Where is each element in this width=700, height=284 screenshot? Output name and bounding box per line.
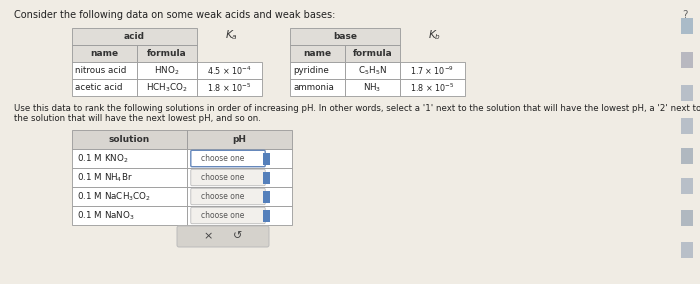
Bar: [290, 45, 345, 62]
Text: ammonia: ammonia: [293, 83, 334, 92]
Bar: [72, 130, 187, 149]
Text: name: name: [303, 49, 332, 58]
Bar: [681, 118, 693, 134]
Bar: [681, 242, 693, 258]
Text: 0.1 M KNO$_2$: 0.1 M KNO$_2$: [77, 152, 129, 165]
Bar: [187, 168, 292, 187]
Bar: [187, 187, 292, 206]
Text: choose one: choose one: [202, 211, 245, 220]
Text: NH$_3$: NH$_3$: [363, 81, 382, 94]
FancyBboxPatch shape: [191, 188, 265, 205]
Text: pyridine: pyridine: [293, 66, 329, 75]
Text: nitrous acid: nitrous acid: [75, 66, 127, 75]
Text: formula: formula: [353, 49, 393, 58]
Text: acetic acid: acetic acid: [75, 83, 122, 92]
FancyBboxPatch shape: [191, 169, 265, 186]
Text: 0.1 M NaCH$_3$CO$_2$: 0.1 M NaCH$_3$CO$_2$: [77, 190, 151, 203]
Text: acid: acid: [124, 32, 145, 41]
Text: choose one: choose one: [202, 173, 245, 182]
Text: HCH$_3$CO$_2$: HCH$_3$CO$_2$: [146, 81, 188, 94]
Text: 1.8 × 10$^{-5}$: 1.8 × 10$^{-5}$: [410, 81, 454, 94]
Bar: [681, 148, 693, 164]
Bar: [290, 79, 345, 96]
Bar: [197, 62, 262, 79]
Bar: [681, 178, 693, 194]
Bar: [72, 62, 137, 79]
FancyBboxPatch shape: [177, 226, 269, 247]
Text: pH: pH: [232, 135, 246, 144]
Bar: [400, 79, 465, 96]
Bar: [681, 210, 693, 226]
Bar: [137, 79, 197, 96]
Bar: [290, 62, 345, 79]
Text: name: name: [90, 49, 118, 58]
Bar: [681, 52, 693, 68]
Text: C$_5$H$_5$N: C$_5$H$_5$N: [358, 64, 387, 77]
Text: Consider the following data on some weak acids and weak bases:: Consider the following data on some weak…: [14, 10, 335, 20]
Bar: [345, 62, 400, 79]
Bar: [72, 28, 197, 45]
Text: 4.5 × 10$^{-4}$: 4.5 × 10$^{-4}$: [207, 64, 252, 77]
Bar: [72, 187, 187, 206]
Text: base: base: [333, 32, 357, 41]
Text: Use this data to rank the following solutions in order of increasing pH. In othe: Use this data to rank the following solu…: [14, 104, 700, 113]
FancyBboxPatch shape: [191, 207, 265, 224]
Text: HNO$_2$: HNO$_2$: [154, 64, 180, 77]
Text: $K_b$: $K_b$: [428, 29, 441, 42]
Text: ×: ×: [204, 231, 213, 241]
Text: formula: formula: [147, 49, 187, 58]
Bar: [72, 168, 187, 187]
Text: solution: solution: [109, 135, 150, 144]
Bar: [263, 172, 270, 183]
Bar: [290, 28, 400, 45]
Text: $K_a$: $K_a$: [225, 29, 238, 42]
Bar: [187, 149, 292, 168]
Bar: [187, 130, 292, 149]
Bar: [263, 153, 270, 164]
Bar: [72, 206, 187, 225]
Text: 1.7 × 10$^{-9}$: 1.7 × 10$^{-9}$: [410, 64, 454, 77]
Text: choose one: choose one: [202, 154, 245, 163]
Text: 0.1 M NH$_4$Br: 0.1 M NH$_4$Br: [77, 171, 133, 184]
Bar: [197, 79, 262, 96]
Bar: [681, 18, 693, 34]
Text: ?: ?: [682, 10, 688, 20]
Bar: [72, 149, 187, 168]
Bar: [137, 45, 197, 62]
Bar: [263, 210, 270, 222]
Text: ↺: ↺: [233, 231, 243, 241]
Text: choose one: choose one: [202, 192, 245, 201]
Text: 1.8 × 10$^{-5}$: 1.8 × 10$^{-5}$: [207, 81, 251, 94]
Bar: [345, 79, 400, 96]
Bar: [137, 62, 197, 79]
Bar: [400, 62, 465, 79]
Bar: [263, 191, 270, 202]
Bar: [72, 79, 137, 96]
Bar: [72, 45, 137, 62]
FancyBboxPatch shape: [191, 150, 265, 167]
Bar: [345, 45, 400, 62]
Bar: [681, 85, 693, 101]
Bar: [187, 206, 292, 225]
Text: 0.1 M NaNO$_3$: 0.1 M NaNO$_3$: [77, 209, 135, 222]
Text: the solution that will have the next lowest pH, and so on.: the solution that will have the next low…: [14, 114, 261, 123]
